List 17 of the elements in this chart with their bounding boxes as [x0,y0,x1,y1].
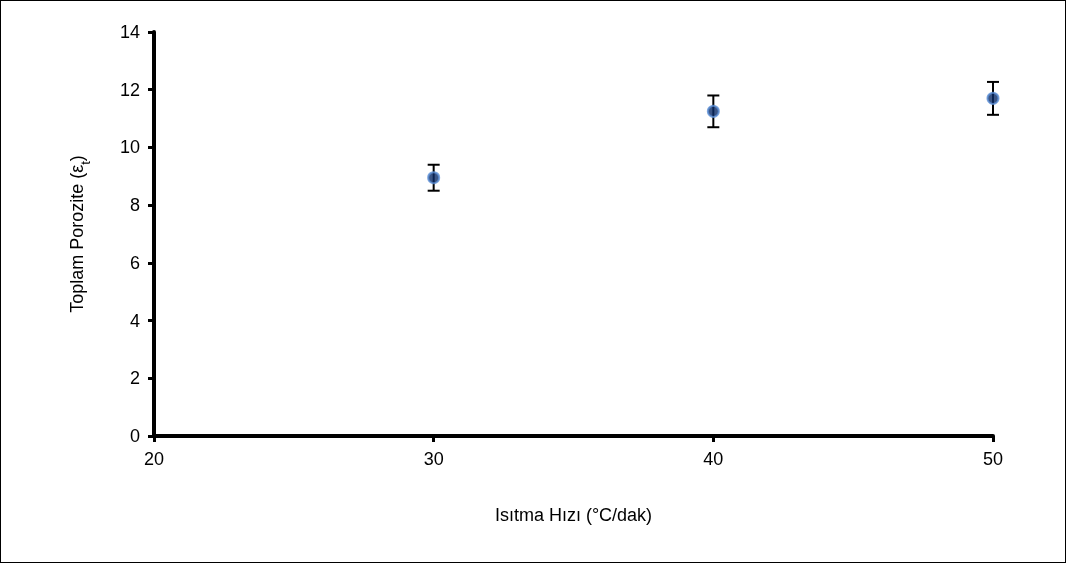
point [986,91,1000,105]
y-tick-label: 12 [119,79,140,100]
y-tick-label: 14 [119,22,140,42]
x-tick-label: 20 [143,449,165,469]
y-tick-label: 2 [129,368,140,389]
x-axis-title: Isıtma Hızı (°C/dak) [494,505,653,525]
y-tick-label: 10 [119,137,140,158]
x-tick-label: 40 [703,449,724,469]
y-tick-label: 4 [129,310,140,331]
point [427,171,441,185]
x-tick-label: 30 [423,449,444,469]
point [706,104,720,118]
y-tick-label: 6 [129,252,140,273]
y-tick-label: 8 [129,195,140,216]
x-tick-label: 50 [982,449,1004,469]
y-axis-title: Toplam Porozite (εt) [67,155,93,313]
y-tick-label: 0 [129,426,140,446]
